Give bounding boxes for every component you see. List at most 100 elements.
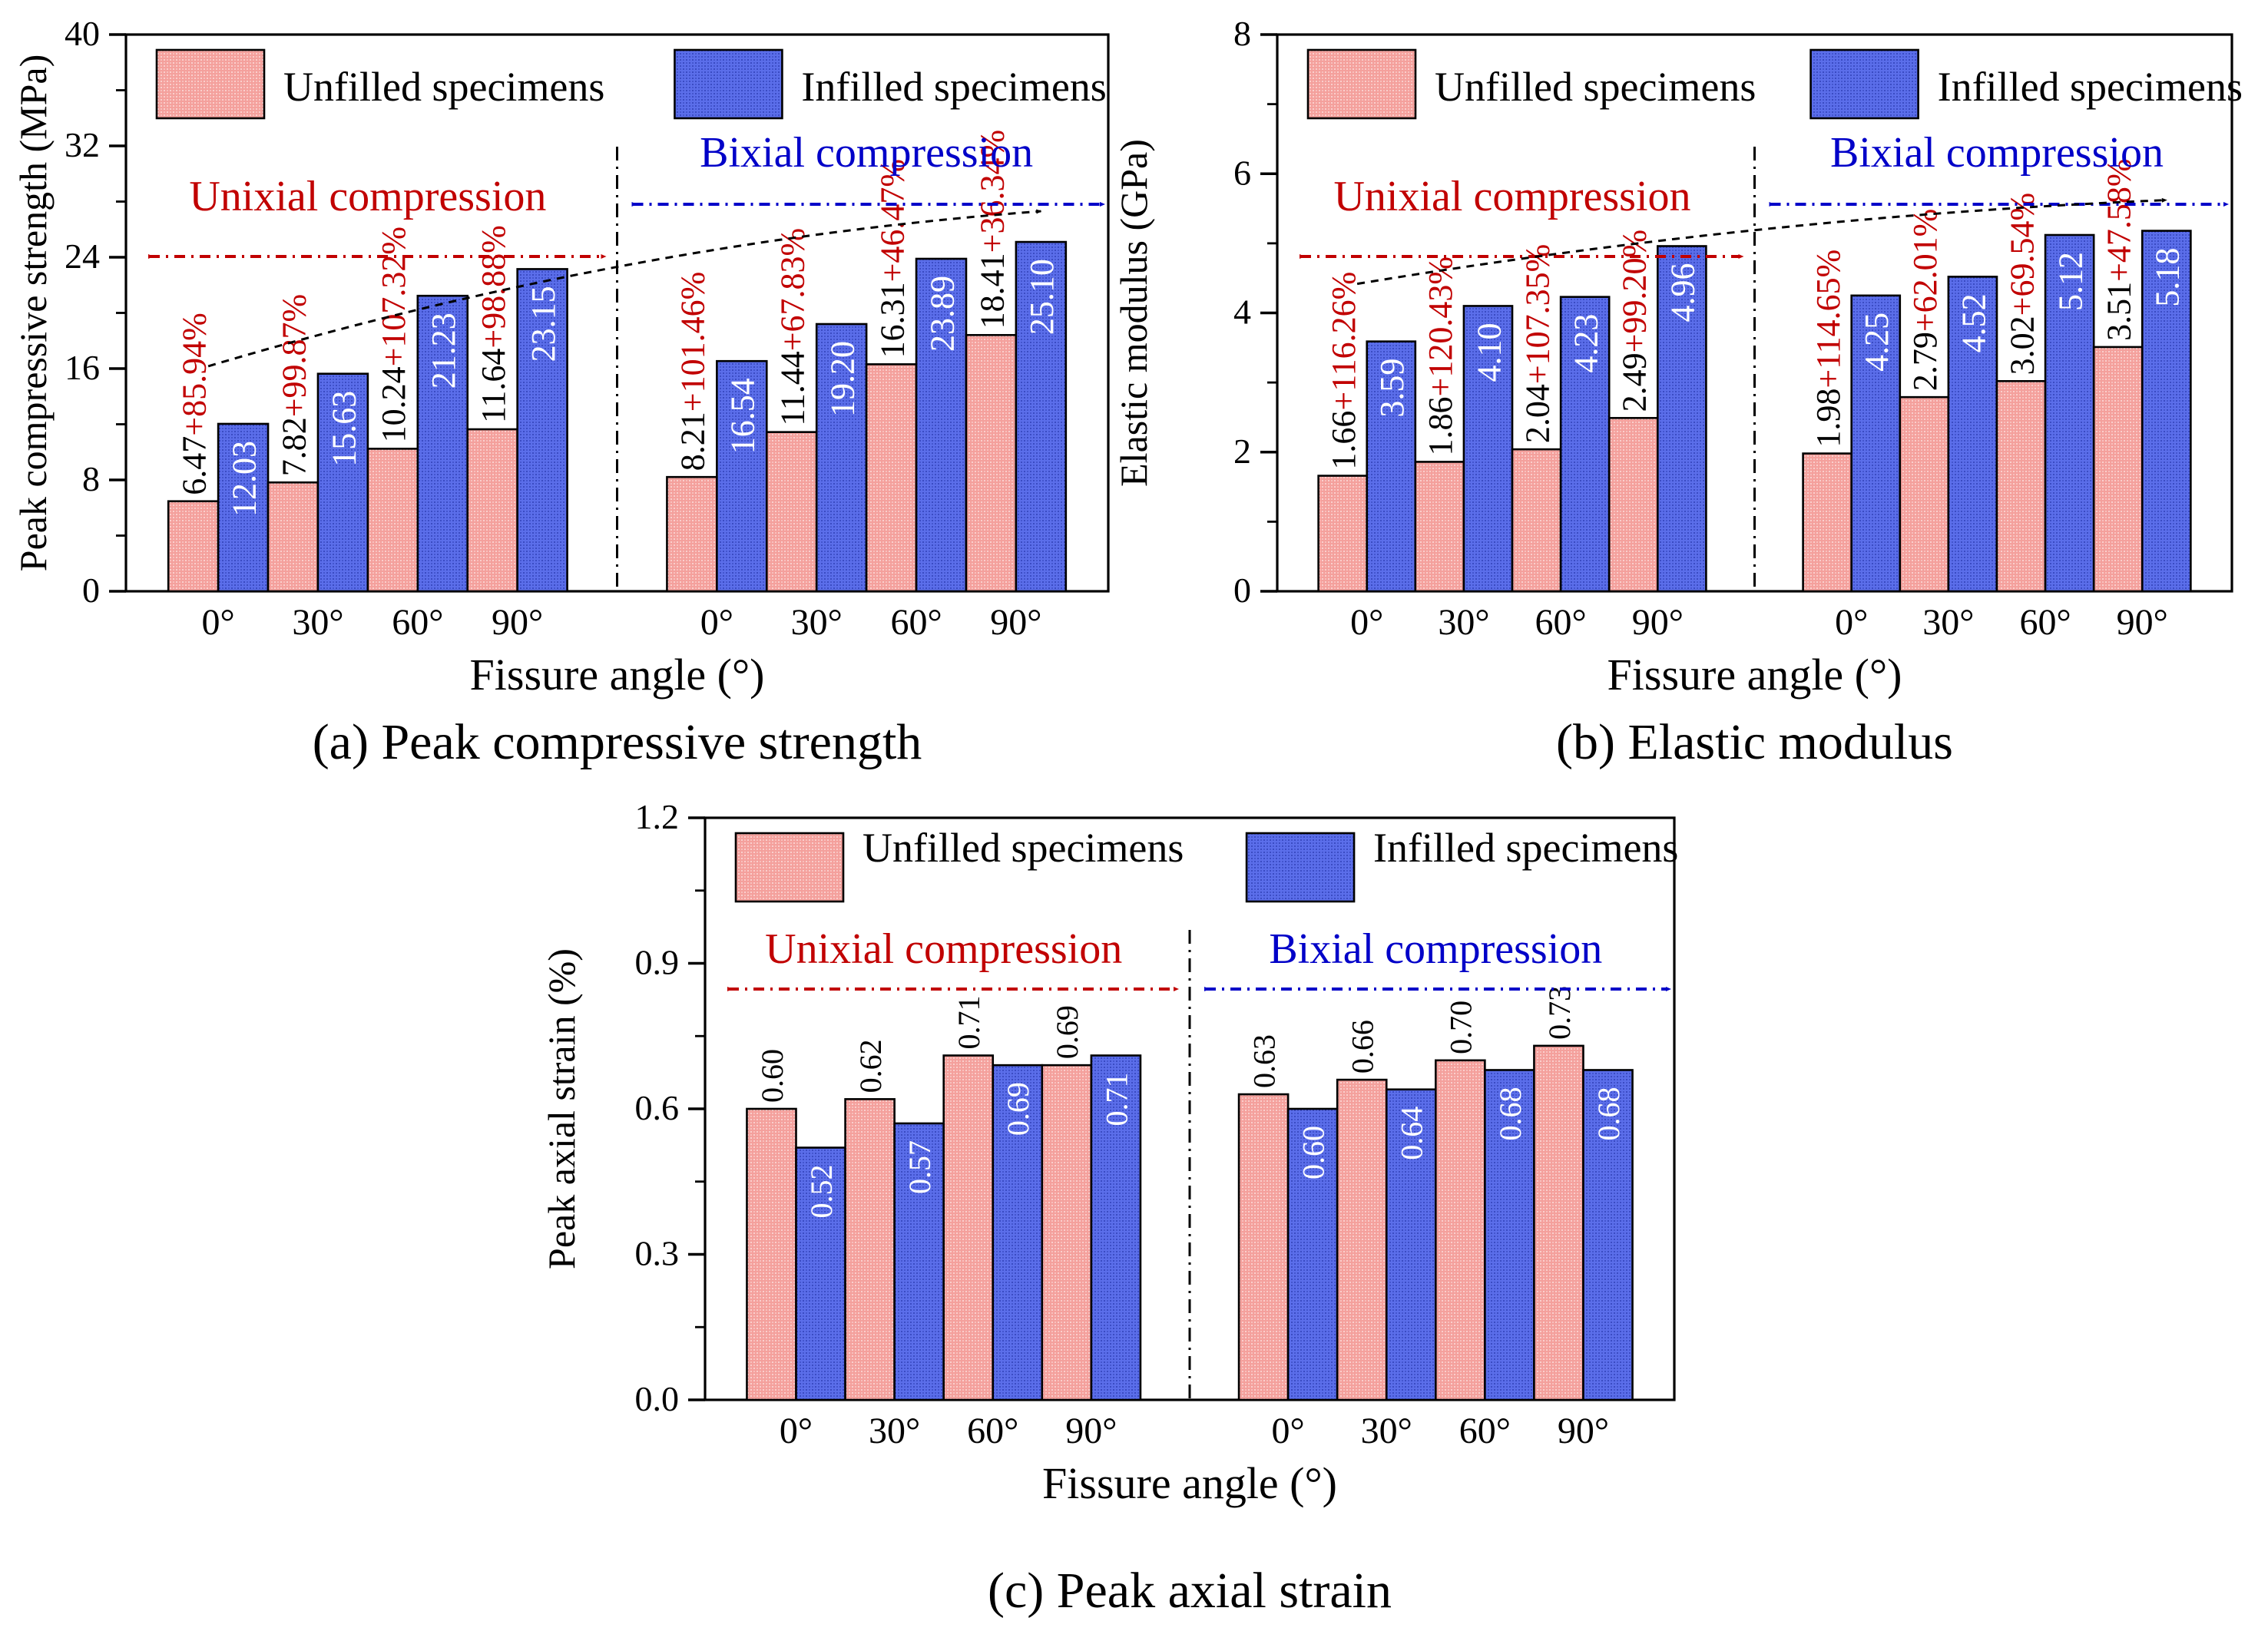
svg-text:12.03: 12.03 xyxy=(225,441,263,517)
svg-text:Infilled specimens: Infilled specimens xyxy=(1373,825,1678,871)
svg-text:90°: 90° xyxy=(1558,1411,1609,1451)
svg-text:3.51+47.58%: 3.51+47.58% xyxy=(2101,158,2138,340)
svg-text:0.66: 0.66 xyxy=(1346,1020,1380,1074)
svg-text:32: 32 xyxy=(65,125,100,164)
svg-text:0.68: 0.68 xyxy=(1591,1087,1626,1140)
svg-text:0: 0 xyxy=(82,571,100,610)
svg-text:1.2: 1.2 xyxy=(635,797,680,836)
svg-text:0°: 0° xyxy=(1350,602,1383,643)
svg-text:1.98+114.65%: 1.98+114.65% xyxy=(1809,250,1847,448)
svg-text:Bixial compression: Bixial compression xyxy=(1269,925,1602,973)
svg-text:6: 6 xyxy=(1233,153,1251,192)
svg-text:30°: 30° xyxy=(292,602,343,643)
svg-text:4.25: 4.25 xyxy=(1858,313,1896,372)
svg-text:0°: 0° xyxy=(202,602,235,643)
svg-text:90°: 90° xyxy=(1632,602,1684,643)
svg-text:23.15: 23.15 xyxy=(525,286,562,362)
svg-text:16.31+46.47%: 16.31+46.47% xyxy=(873,159,911,358)
svg-text:Unfilled specimens: Unfilled specimens xyxy=(863,825,1184,871)
svg-text:Unixial compression: Unixial compression xyxy=(189,173,546,220)
svg-text:0°: 0° xyxy=(1835,602,1868,643)
svg-text:5.12: 5.12 xyxy=(2051,252,2089,311)
svg-text:4.23: 4.23 xyxy=(1568,314,1605,373)
svg-text:Peak compressive strength (MPa: Peak compressive strength (MPa) xyxy=(12,55,55,571)
svg-text:Fissure angle (°): Fissure angle (°) xyxy=(1607,650,1902,700)
svg-text:1.86+120.43%: 1.86+120.43% xyxy=(1422,256,1459,455)
svg-text:5.18: 5.18 xyxy=(2149,248,2187,307)
svg-text:Bixial compression: Bixial compression xyxy=(1830,129,2164,177)
svg-text:0.0: 0.0 xyxy=(635,1379,680,1418)
svg-text:0.60: 0.60 xyxy=(755,1049,790,1103)
svg-text:60°: 60° xyxy=(2019,602,2071,643)
svg-text:0.70: 0.70 xyxy=(1444,1001,1478,1054)
svg-text:60°: 60° xyxy=(890,602,942,643)
svg-text:60°: 60° xyxy=(392,602,443,643)
svg-text:25.10: 25.10 xyxy=(1023,259,1061,335)
svg-text:60°: 60° xyxy=(1535,602,1587,643)
svg-text:Elastic modulus (GPa): Elastic modulus (GPa) xyxy=(1112,139,1155,487)
svg-text:0.60: 0.60 xyxy=(1296,1126,1331,1179)
svg-text:0.6: 0.6 xyxy=(635,1088,680,1127)
svg-text:7.82+99.87%: 7.82+99.87% xyxy=(275,294,313,476)
svg-text:16: 16 xyxy=(65,348,100,387)
svg-text:2: 2 xyxy=(1233,432,1251,471)
svg-text:6.47+85.94%: 6.47+85.94% xyxy=(175,313,213,495)
svg-text:Peak axial strain (%): Peak axial strain (%) xyxy=(540,948,583,1269)
svg-text:4.96: 4.96 xyxy=(1664,263,1702,323)
svg-text:2.04+107.35%: 2.04+107.35% xyxy=(1518,244,1556,443)
svg-text:3.02+69.54%: 3.02+69.54% xyxy=(2003,193,2041,375)
svg-text:0.71: 0.71 xyxy=(1099,1073,1134,1126)
svg-text:24: 24 xyxy=(65,237,100,276)
svg-text:Unfilled specimens: Unfilled specimens xyxy=(283,64,604,110)
svg-text:15.63: 15.63 xyxy=(325,391,363,467)
svg-text:(c) Peak axial strain: (c) Peak axial strain xyxy=(988,1563,1392,1619)
svg-text:3.59: 3.59 xyxy=(1373,359,1411,418)
svg-text:0.69: 0.69 xyxy=(1050,1005,1084,1059)
svg-text:4.52: 4.52 xyxy=(1955,293,1992,352)
svg-text:0: 0 xyxy=(1233,571,1251,610)
svg-text:0.68: 0.68 xyxy=(1493,1087,1528,1140)
svg-text:19.20: 19.20 xyxy=(823,341,861,417)
svg-text:Unixial compression: Unixial compression xyxy=(1333,173,1690,220)
svg-text:0.3: 0.3 xyxy=(635,1234,680,1273)
svg-text:4.10: 4.10 xyxy=(1470,323,1508,382)
svg-text:21.23: 21.23 xyxy=(425,313,462,389)
svg-text:30°: 30° xyxy=(1361,1411,1412,1451)
svg-text:40: 40 xyxy=(65,14,100,53)
svg-text:Unfilled specimens: Unfilled specimens xyxy=(1435,64,1756,110)
svg-text:90°: 90° xyxy=(2117,602,2168,643)
svg-text:1.66+116.26%: 1.66+116.26% xyxy=(1325,272,1362,470)
svg-text:8: 8 xyxy=(82,459,100,498)
svg-text:0.52: 0.52 xyxy=(804,1165,839,1219)
svg-text:0°: 0° xyxy=(1272,1411,1305,1451)
svg-text:8: 8 xyxy=(1233,14,1251,53)
svg-text:23.89: 23.89 xyxy=(923,276,961,352)
svg-text:11.64+98.88%: 11.64+98.88% xyxy=(475,225,512,423)
svg-text:30°: 30° xyxy=(1438,602,1489,643)
svg-text:30°: 30° xyxy=(869,1411,920,1451)
svg-text:0.62: 0.62 xyxy=(853,1039,888,1093)
svg-text:30°: 30° xyxy=(1922,602,1974,643)
svg-text:Infilled specimens: Infilled specimens xyxy=(801,64,1106,110)
svg-text:2.79+62.01%: 2.79+62.01% xyxy=(1906,209,1944,391)
svg-text:0.64: 0.64 xyxy=(1395,1107,1429,1160)
svg-text:Fissure angle (°): Fissure angle (°) xyxy=(1042,1458,1337,1508)
svg-text:Unixial compression: Unixial compression xyxy=(765,925,1122,973)
svg-text:0.63: 0.63 xyxy=(1247,1034,1281,1088)
svg-text:0.73: 0.73 xyxy=(1542,986,1577,1040)
svg-text:Fissure angle (°): Fissure angle (°) xyxy=(470,650,765,700)
svg-text:90°: 90° xyxy=(990,602,1041,643)
svg-text:0.9: 0.9 xyxy=(635,943,680,982)
svg-text:90°: 90° xyxy=(492,602,543,643)
svg-text:0.69: 0.69 xyxy=(1001,1082,1035,1136)
svg-text:90°: 90° xyxy=(1065,1411,1117,1451)
svg-text:0°: 0° xyxy=(780,1411,813,1451)
svg-text:8.21+101.46%: 8.21+101.46% xyxy=(674,272,712,471)
svg-text:30°: 30° xyxy=(791,602,843,643)
svg-text:(a) Peak compressive strength: (a) Peak compressive strength xyxy=(313,714,922,770)
svg-text:60°: 60° xyxy=(1459,1411,1511,1451)
svg-text:10.24+107.32%: 10.24+107.32% xyxy=(375,227,412,442)
svg-text:(b) Elastic modulus: (b) Elastic modulus xyxy=(1556,714,1953,770)
svg-text:Infilled specimens: Infilled specimens xyxy=(1938,64,2243,110)
svg-text:11.44+67.83%: 11.44+67.83% xyxy=(774,228,812,426)
